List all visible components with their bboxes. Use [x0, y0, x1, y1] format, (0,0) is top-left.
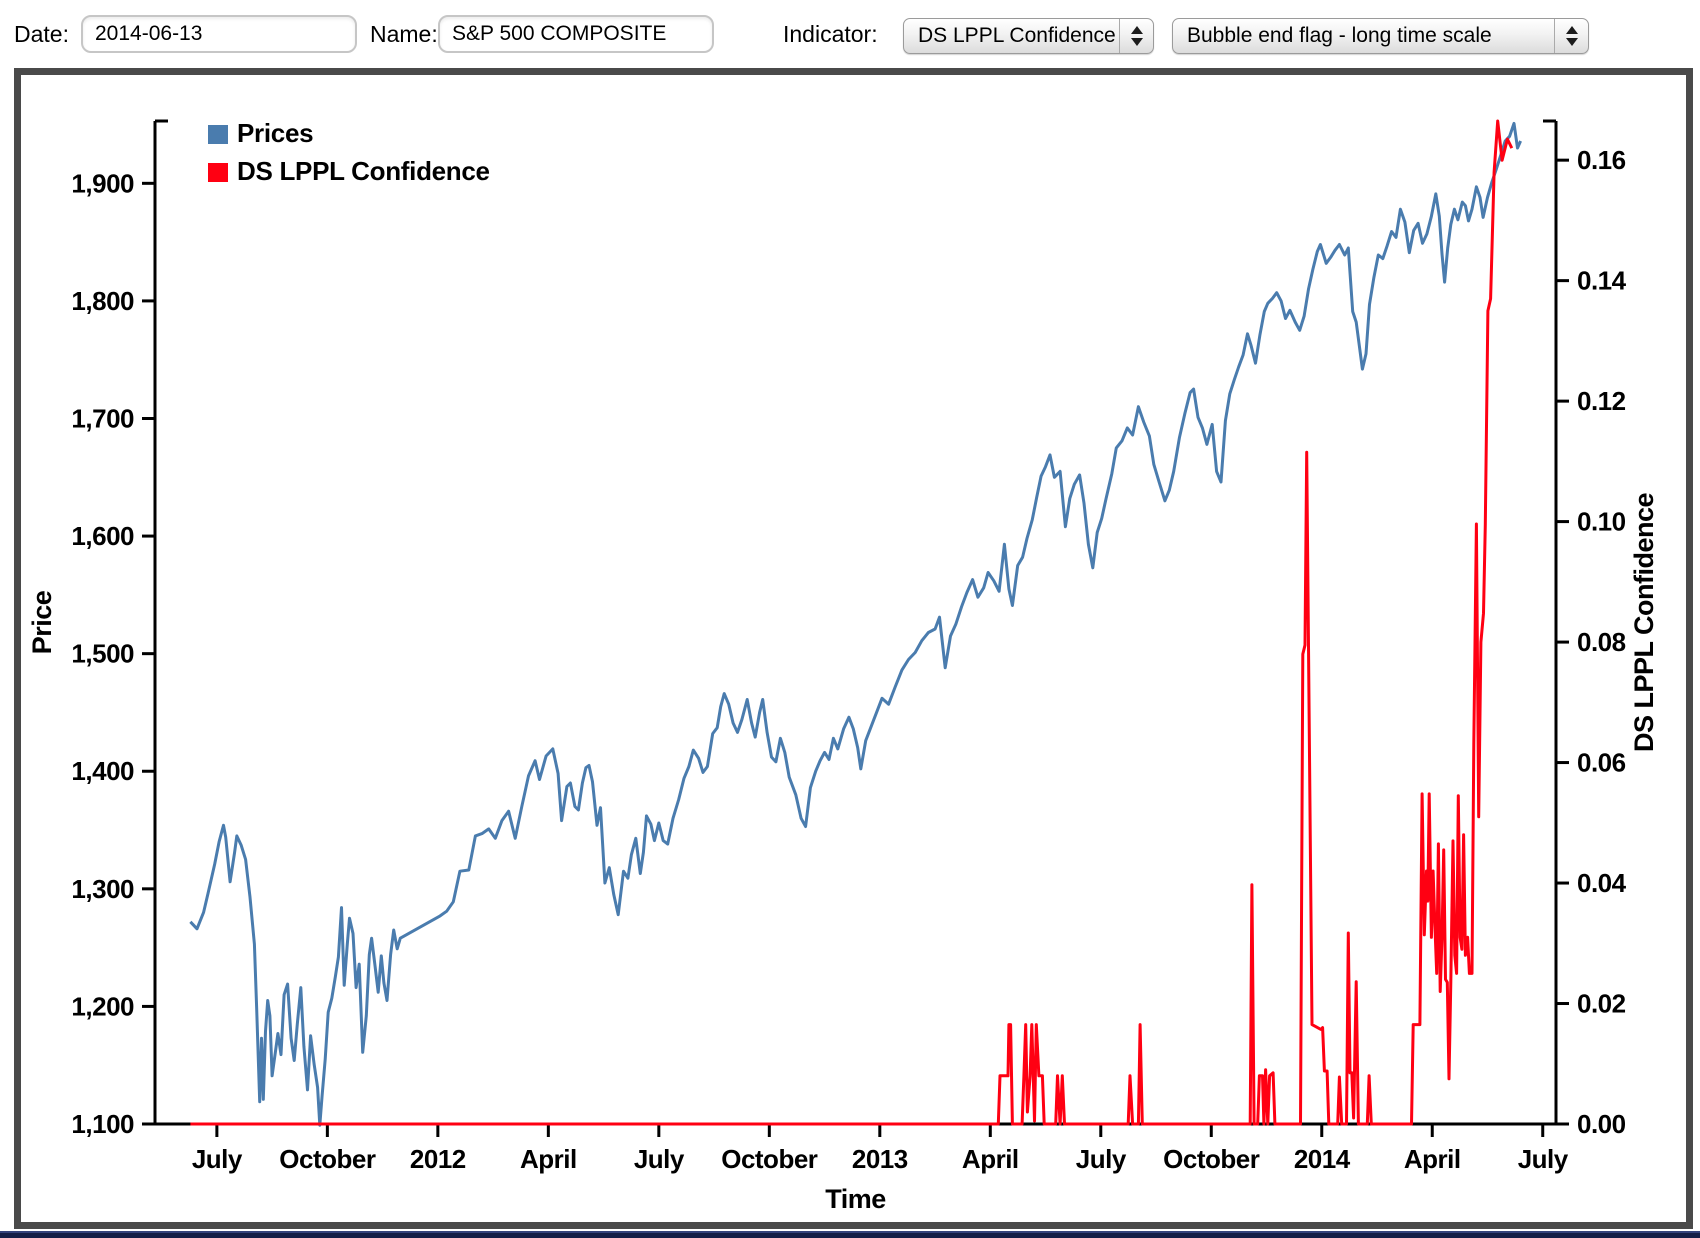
x-tick-label: October	[279, 1144, 376, 1174]
y-right-tick-label: 0.04	[1577, 868, 1627, 898]
x-tick-label: October	[1163, 1144, 1260, 1174]
name-label: Name:	[370, 21, 438, 47]
chart-frame: July October 2012 April July October 2013 April…	[14, 68, 1693, 1229]
y-left-tick-label: 1,200	[71, 991, 134, 1021]
legend-label: Prices	[237, 118, 313, 148]
x-tick-label: April	[962, 1144, 1019, 1174]
y-axis-title-right: DS LPPL Confidence	[1629, 493, 1659, 753]
date-input[interactable]	[81, 15, 357, 53]
price-confidence-chart: July October 2012 April July October 2013 April…	[27, 118, 1659, 1214]
y-right-tick-label: 0.14	[1577, 266, 1627, 296]
y-left-tick-label: 1,300	[71, 874, 134, 904]
date-label: Date:	[14, 21, 69, 47]
select-divider	[1554, 19, 1555, 53]
x-tick-label: April	[520, 1144, 577, 1174]
prices-line	[189, 121, 1522, 1127]
name-input[interactable]	[438, 15, 714, 53]
y-left-tick-label: 1,700	[71, 403, 134, 433]
x-tick-label: July	[634, 1144, 685, 1174]
select-arrows-icon	[1120, 26, 1153, 46]
x-tick-label: July	[1518, 1144, 1569, 1174]
indicator-select-value: DS LPPL Confidence	[918, 24, 1116, 47]
x-tick-label: April	[1404, 1144, 1461, 1174]
y-right-tick-label: 0.02	[1577, 989, 1626, 1019]
select-arrows-icon	[1555, 26, 1588, 46]
y-left-tick-label: 1,100	[71, 1109, 134, 1139]
x-tick-label: October	[721, 1144, 818, 1174]
y-right-tick-label: 0.10	[1577, 507, 1626, 537]
bubble-flag-select[interactable]: Bubble end flag - long time scale	[1172, 18, 1589, 54]
x-axis-title: Time	[825, 1184, 886, 1214]
bubble-flag-select-value: Bubble end flag - long time scale	[1187, 24, 1492, 47]
indicator-label: Indicator:	[783, 21, 878, 47]
y-right-tick-label: 0.16	[1577, 145, 1626, 175]
controls-bar: Date: Name: Indicator: DS LPPL Confidenc…	[0, 0, 1700, 68]
y-right-tick-label: 0.00	[1577, 1109, 1626, 1139]
legend-label: DS LPPL Confidence	[237, 156, 490, 186]
y-right-tick-label: 0.06	[1577, 748, 1626, 778]
x-tick-label: July	[192, 1144, 243, 1174]
confidence-line	[190, 119, 1514, 1126]
x-tick-label: July	[1076, 1144, 1127, 1174]
legend-swatch	[208, 163, 228, 182]
x-tick-label: 2012	[410, 1144, 466, 1174]
indicator-select[interactable]: DS LPPL Confidence	[903, 18, 1154, 54]
select-divider	[1119, 19, 1120, 53]
y-left-tick-label: 1,600	[71, 521, 134, 551]
y-right-tick-label: 0.12	[1577, 386, 1626, 416]
y-left-tick-label: 1,800	[71, 286, 134, 316]
y-right-tick-label: 0.08	[1577, 627, 1626, 657]
bottom-window-edge	[0, 1231, 1700, 1238]
legend-swatch	[208, 125, 228, 144]
x-tick-label: 2014	[1294, 1144, 1351, 1174]
y-axis-title-left: Price	[27, 590, 57, 654]
y-left-tick-label: 1,900	[71, 168, 134, 198]
y-left-tick-label: 1,400	[71, 756, 134, 786]
y-left-tick-label: 1,500	[71, 639, 134, 669]
x-tick-label: 2013	[852, 1144, 908, 1174]
